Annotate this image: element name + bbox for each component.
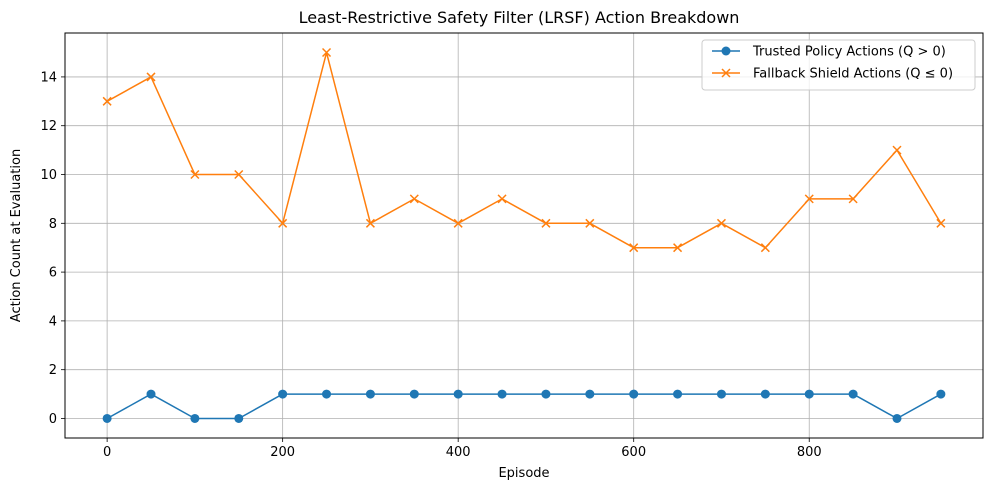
data-point-x (322, 47, 332, 58)
data-point-circle (409, 389, 419, 399)
data-point-circle (716, 389, 726, 399)
x-tick-label: 600 (621, 445, 646, 460)
data-point-circle (848, 389, 858, 399)
data-point-x (936, 218, 946, 228)
y-tick-label: 2 (49, 363, 57, 378)
data-point-circle (892, 413, 902, 423)
data-point-circle (760, 389, 770, 399)
data-point-x (365, 218, 375, 228)
data-point-x (102, 96, 112, 106)
y-tick-label: 8 (49, 217, 57, 232)
y-tick-label: 4 (49, 314, 57, 329)
data-point-circle (541, 389, 551, 399)
legend-box (701, 39, 976, 91)
y-tick-label: 6 (49, 266, 57, 281)
data-point-circle (936, 389, 946, 399)
data-point-circle (102, 413, 112, 423)
data-point-circle (804, 389, 814, 399)
data-point-x (673, 243, 683, 253)
data-point-x (409, 194, 419, 204)
data-point-x (629, 243, 639, 253)
x-tick-label: 400 (446, 445, 471, 460)
data-point-x (716, 218, 726, 228)
grid (65, 33, 983, 438)
data-point-circle (234, 413, 244, 423)
y-tick-label: 0 (49, 412, 57, 427)
data-point-circle (278, 389, 288, 399)
data-point-x (146, 72, 156, 82)
series-line-0 (106, 393, 942, 420)
data-point-circle (629, 389, 639, 399)
data-point-x (804, 194, 814, 204)
y-axis-label: Action Count at Evaluation (9, 149, 24, 322)
series-group (102, 47, 946, 423)
x-tick-label: 200 (270, 445, 295, 460)
data-point-x (497, 194, 507, 204)
data-point-x (848, 194, 858, 204)
data-point-x (585, 218, 595, 228)
data-point-x (541, 218, 551, 228)
data-point-circle (146, 389, 156, 399)
y-tick-label: 10 (40, 168, 57, 183)
plot-frame (64, 32, 984, 439)
data-point-x (278, 218, 288, 228)
data-point-circle (365, 389, 375, 399)
x-tick-label: 0 (103, 445, 111, 460)
x-tick-label: 800 (797, 445, 822, 460)
legend: Trusted Policy Actions (Q > 0) Fallback … (701, 39, 976, 91)
data-point-x (892, 145, 902, 155)
x-axis-label: Episode (498, 466, 549, 481)
chart-title: Least-Restrictive Safety Filter (LRSF) A… (299, 8, 740, 27)
legend-marker-trusted (721, 46, 731, 56)
data-point-x (190, 169, 200, 180)
data-point-circle (322, 389, 332, 399)
legend-label-fallback: Fallback Shield Actions (Q ≤ 0) (753, 67, 953, 82)
legend-marker-fallback (721, 68, 731, 78)
data-point-x (760, 243, 770, 253)
data-point-x (234, 169, 244, 180)
data-point-circle (453, 389, 463, 399)
data-point-circle (673, 389, 683, 399)
axis-ticks: 0 200 400 600 800 0 2 4 6 8 10 12 14 (40, 70, 821, 460)
y-tick-label: 12 (40, 119, 57, 134)
series-line-1 (106, 51, 942, 249)
data-point-circle (497, 389, 507, 399)
data-point-x (453, 218, 463, 228)
data-point-circle (585, 389, 595, 399)
y-tick-label: 14 (40, 70, 57, 85)
legend-label-trusted: Trusted Policy Actions (Q > 0) (752, 45, 946, 60)
data-point-circle (190, 413, 200, 423)
